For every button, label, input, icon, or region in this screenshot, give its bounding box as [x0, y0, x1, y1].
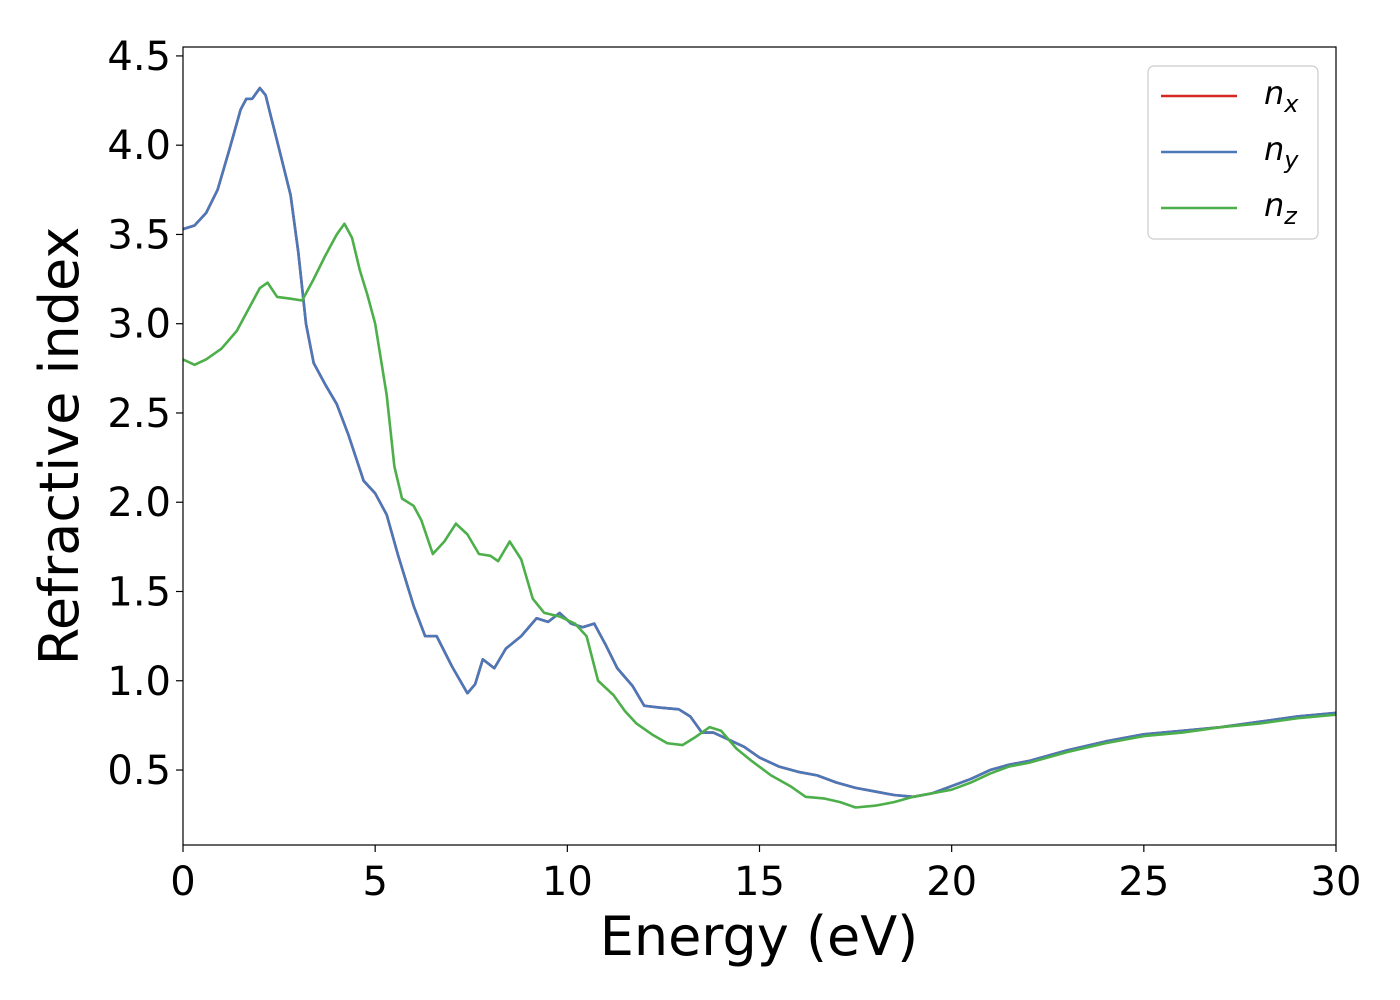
y-tick-label: 0.5: [107, 748, 171, 794]
y-tick-label: 4.0: [107, 123, 171, 169]
legend-label-subscript: z: [1283, 202, 1298, 230]
x-tick-label: 30: [1311, 859, 1362, 905]
plot-background: [183, 47, 1336, 845]
legend-label-main: n: [1264, 130, 1284, 168]
series-layer: [183, 86, 1336, 809]
x-tick-label: 0: [170, 859, 195, 905]
x-axis-label: Energy (eV): [600, 905, 919, 968]
y-axis: 0.5 1.0 1.5 2.0 2.5 3.0 3.5 4.0 4.5: [107, 34, 183, 794]
legend-label-nx: nx: [1264, 74, 1299, 118]
legend-label-subscript: x: [1283, 90, 1299, 118]
series-line-nz: [183, 222, 1336, 809]
legend-label-main: n: [1264, 74, 1284, 112]
x-tick-label: 25: [1118, 859, 1169, 905]
x-tick-label: 10: [542, 859, 593, 905]
legend-label-subscript: y: [1283, 146, 1299, 174]
x-tick-label: 20: [926, 859, 977, 905]
y-tick-label: 1.5: [107, 569, 171, 615]
legend-label-nz: nz: [1264, 186, 1298, 230]
y-tick-label: 3.0: [107, 302, 171, 348]
legend-label-ny: ny: [1264, 130, 1299, 174]
y-tick-label: 1.0: [107, 659, 171, 705]
y-tick-label: 2.0: [107, 480, 171, 526]
legend-label-main: n: [1264, 186, 1284, 224]
y-tick-label: 4.5: [107, 34, 171, 80]
y-tick-label: 3.5: [107, 212, 171, 258]
x-tick-label: 15: [734, 859, 785, 905]
y-axis-label: Refractive index: [28, 227, 91, 666]
x-axis: 0 5 10 15 20 25 30: [170, 845, 1361, 905]
y-tick-label: 2.5: [107, 391, 171, 437]
x-tick-label: 5: [362, 859, 387, 905]
